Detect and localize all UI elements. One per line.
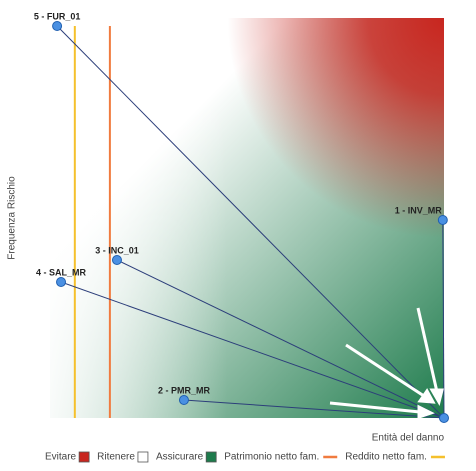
- legend-swatch: [205, 451, 217, 463]
- y-axis-label: Frequenza Rischio: [7, 176, 18, 260]
- point: [56, 277, 67, 287]
- legend-label: Reddito netto fam.: [345, 452, 427, 463]
- convergence-point: [439, 413, 449, 423]
- point-label: 2 - PMR_MR: [158, 385, 211, 395]
- legend-swatch: [137, 451, 149, 463]
- connector: [116, 259, 445, 419]
- legend-label: Evitare: [45, 452, 77, 463]
- connector: [60, 281, 445, 419]
- point-label: 5 - FUR_01: [34, 11, 81, 21]
- point: [52, 21, 63, 31]
- connector: [183, 399, 445, 419]
- point: [437, 215, 448, 225]
- point-label: 1 - INV_MR: [395, 205, 443, 215]
- point-label: 4 - SAL_MR: [36, 267, 87, 277]
- connector: [442, 219, 445, 419]
- legend-label: Assicurare: [156, 452, 204, 463]
- legend-label: Ritenere: [97, 452, 135, 463]
- connector: [56, 25, 445, 419]
- point: [111, 255, 122, 265]
- point-label: 3 - INC_01: [95, 245, 139, 255]
- legend-swatch: [78, 451, 90, 463]
- arrows: [329, 307, 444, 420]
- x-axis-label: Entità del danno: [372, 433, 445, 444]
- legend-label: Patrimonio netto fam.: [224, 452, 319, 463]
- point: [178, 395, 189, 405]
